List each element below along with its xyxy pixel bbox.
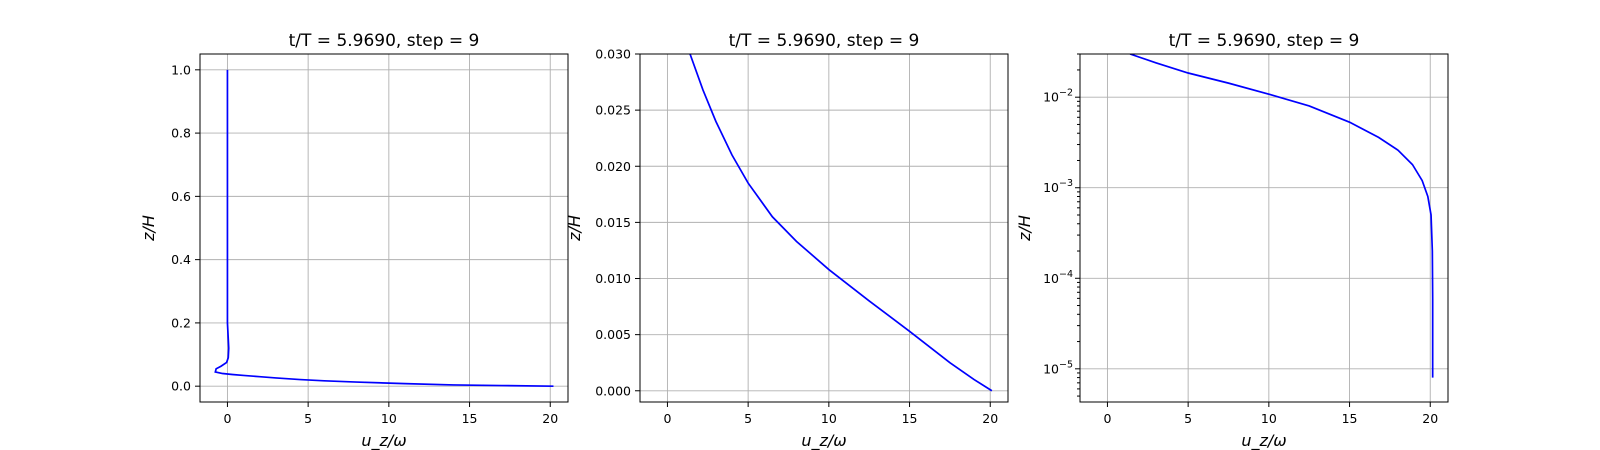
- panel-2: t/T = 5.9690, step = 9 0 5 10 15 20 0.000 0.00…: [565, 31, 1009, 450]
- y-tick-label: 10−4: [1043, 269, 1073, 286]
- y-tick-label: 0.005: [595, 327, 631, 342]
- x-tick-label: 0: [1103, 411, 1111, 426]
- x-tick-label: 15: [1342, 411, 1358, 426]
- y-tick-label: 0.0: [171, 379, 191, 394]
- panel-3: t/T = 5.9690, step = 9 0 5 10 15 20 10−5 10−4 1…: [1015, 31, 1449, 450]
- panel-2-xlabel: u_z/ω: [801, 431, 846, 450]
- y-tick-label: 0.8: [171, 126, 191, 141]
- y-tick-label: 1.0: [171, 62, 191, 77]
- y-tick-label: 0.010: [595, 271, 631, 286]
- axes-frame: [639, 53, 1009, 403]
- x-tick-label: 15: [902, 411, 918, 426]
- y-tick-label: 0.020: [595, 159, 631, 174]
- panel-3-xlabel: u_z/ω: [1241, 431, 1286, 450]
- y-tick-label: 0.015: [595, 215, 631, 230]
- panel-3-xlabel-text: u_z/ω: [1241, 431, 1286, 450]
- x-tick-label: 20: [982, 411, 998, 426]
- y-tick-label: 0.4: [171, 252, 191, 267]
- y-tick-label: 10−2: [1043, 88, 1073, 105]
- x-tick-label: 5: [1184, 411, 1192, 426]
- panel-1-title: t/T = 5.9690, step = 9: [289, 31, 480, 51]
- series-line: [689, 54, 993, 392]
- y-tick-label: 10−5: [1043, 359, 1073, 376]
- panel-2-plot: 0 5 10 15 20 0.000 0.005 0.010 0.015 0.020 0.025 0.…: [595, 47, 1009, 426]
- series-line: [1129, 54, 1434, 378]
- x-tick-label: 10: [381, 411, 397, 426]
- y-tick-label: 0.2: [171, 315, 191, 330]
- x-tick-label: 0: [663, 411, 671, 426]
- x-tick-label: 0: [223, 411, 231, 426]
- axes-frame: [199, 53, 569, 403]
- x-tick-label: 20: [1422, 411, 1438, 426]
- panel-2-xlabel-text: u_z/ω: [801, 431, 846, 450]
- panel-1-plot: 0 5 10 15 20 0.0 0.2 0.4 0.6 0.8 1.0: [171, 53, 569, 426]
- x-tick-label: 10: [821, 411, 837, 426]
- y-tick-label: 0.030: [595, 47, 631, 62]
- panel-1: t/T = 5.9690, step = 9 0 5 10 15 20 0.0 0.2 0.4…: [139, 31, 569, 450]
- axes-frame: [1079, 53, 1449, 403]
- panel-2-title: t/T = 5.9690, step = 9: [729, 31, 920, 51]
- panel-3-title: t/T = 5.9690, step = 9: [1169, 31, 1360, 51]
- panel-1-ylabel: z/H: [139, 215, 158, 242]
- panel-2-ylabel: z/H: [565, 215, 584, 242]
- x-tick-label: 5: [304, 411, 312, 426]
- y-tick-label: 0.6: [171, 189, 191, 204]
- panel-3-plot: 0 5 10 15 20 10−5 10−4 10−3 10−2: [1043, 53, 1449, 426]
- panel-1-xlabel: u_z/ω: [361, 431, 406, 450]
- y-tick-label: 0.025: [595, 103, 631, 118]
- x-tick-label: 20: [542, 411, 558, 426]
- x-tick-label: 15: [462, 411, 478, 426]
- panel-1-xlabel-text: u_z/ω: [361, 431, 406, 450]
- panel-3-ylabel: z/H: [1015, 215, 1034, 242]
- y-tick-label: 0.000: [595, 383, 631, 398]
- x-tick-label: 5: [744, 411, 752, 426]
- y-tick-label: 10−3: [1043, 178, 1073, 195]
- x-tick-label: 10: [1261, 411, 1277, 426]
- series-line: [214, 69, 554, 388]
